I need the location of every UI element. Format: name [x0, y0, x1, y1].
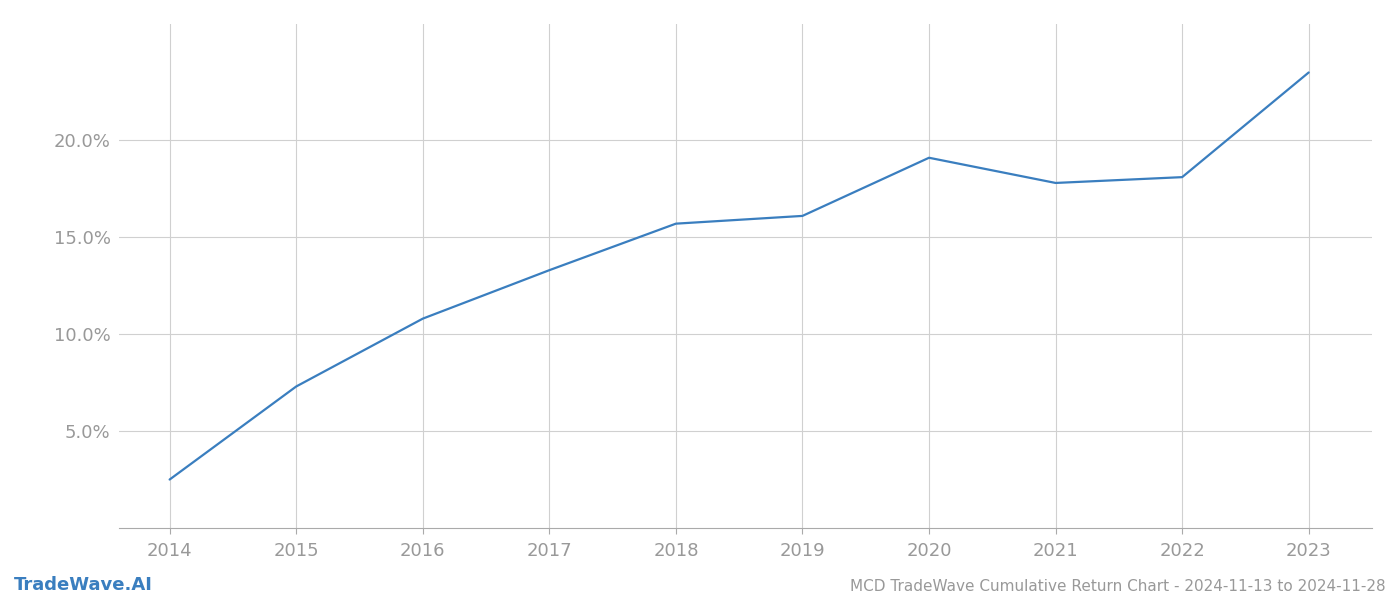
Text: TradeWave.AI: TradeWave.AI [14, 576, 153, 594]
Text: MCD TradeWave Cumulative Return Chart - 2024-11-13 to 2024-11-28: MCD TradeWave Cumulative Return Chart - … [850, 579, 1386, 594]
